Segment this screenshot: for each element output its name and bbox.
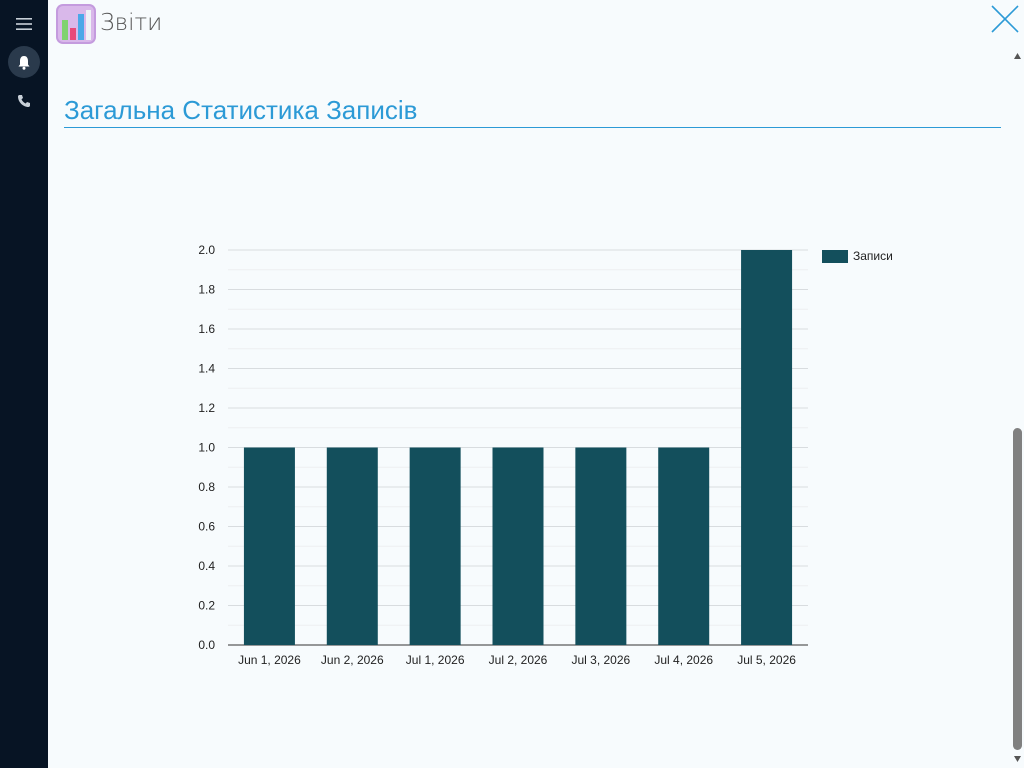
legend-swatch: [822, 249, 848, 263]
title-divider: [64, 127, 1001, 128]
y-tick-label: 1.8: [198, 283, 215, 297]
close-icon: [991, 5, 1019, 33]
app-title: Звіти: [100, 10, 163, 36]
y-tick-label: 0.8: [198, 480, 215, 494]
legend-label: Записи: [853, 249, 893, 263]
y-tick-label: 1.2: [198, 401, 215, 415]
y-tick-label: 1.0: [198, 441, 215, 455]
bar: [409, 447, 461, 645]
scroll-thumb[interactable]: [1013, 428, 1022, 750]
notifications-button[interactable]: [8, 46, 40, 78]
x-tick-label: Jul 1, 2026: [406, 653, 465, 667]
y-tick-label: 1.4: [198, 362, 215, 376]
bar-chart-app-icon: [56, 4, 96, 44]
close-button[interactable]: [990, 4, 1020, 34]
x-tick-label: Jul 5, 2026: [737, 653, 796, 667]
phone-icon: [18, 95, 30, 107]
sidebar: [0, 0, 48, 768]
bell-icon: [18, 55, 30, 70]
chart-legend: Записи: [822, 249, 893, 263]
x-tick-label: Jul 3, 2026: [571, 653, 630, 667]
x-tick-label: Jul 2, 2026: [489, 653, 548, 667]
scroll-down-arrow-icon[interactable]: [1013, 755, 1022, 763]
menu-icon: [16, 18, 32, 30]
section-title: Загальна Статистика Записів: [64, 95, 418, 125]
y-tick-label: 0.0: [198, 638, 215, 652]
bar: [575, 447, 627, 645]
bar: [658, 447, 710, 645]
y-tick-label: 2.0: [198, 243, 215, 257]
header: Звіти: [48, 0, 1024, 48]
y-tick-label: 0.4: [198, 559, 215, 573]
menu-button[interactable]: [8, 8, 40, 40]
phone-button[interactable]: [8, 85, 40, 117]
scrollbar[interactable]: [1011, 48, 1024, 768]
bar: [243, 447, 295, 645]
y-tick-label: 0.2: [198, 599, 215, 613]
bar: [741, 250, 793, 645]
x-tick-label: Jun 2, 2026: [321, 653, 384, 667]
y-tick-label: 0.6: [198, 520, 215, 534]
x-tick-label: Jun 1, 2026: [238, 653, 301, 667]
scroll-up-arrow-icon[interactable]: [1013, 52, 1022, 60]
bar: [492, 447, 544, 645]
x-tick-label: Jul 4, 2026: [654, 653, 713, 667]
bar: [326, 447, 378, 645]
y-tick-label: 1.6: [198, 322, 215, 336]
